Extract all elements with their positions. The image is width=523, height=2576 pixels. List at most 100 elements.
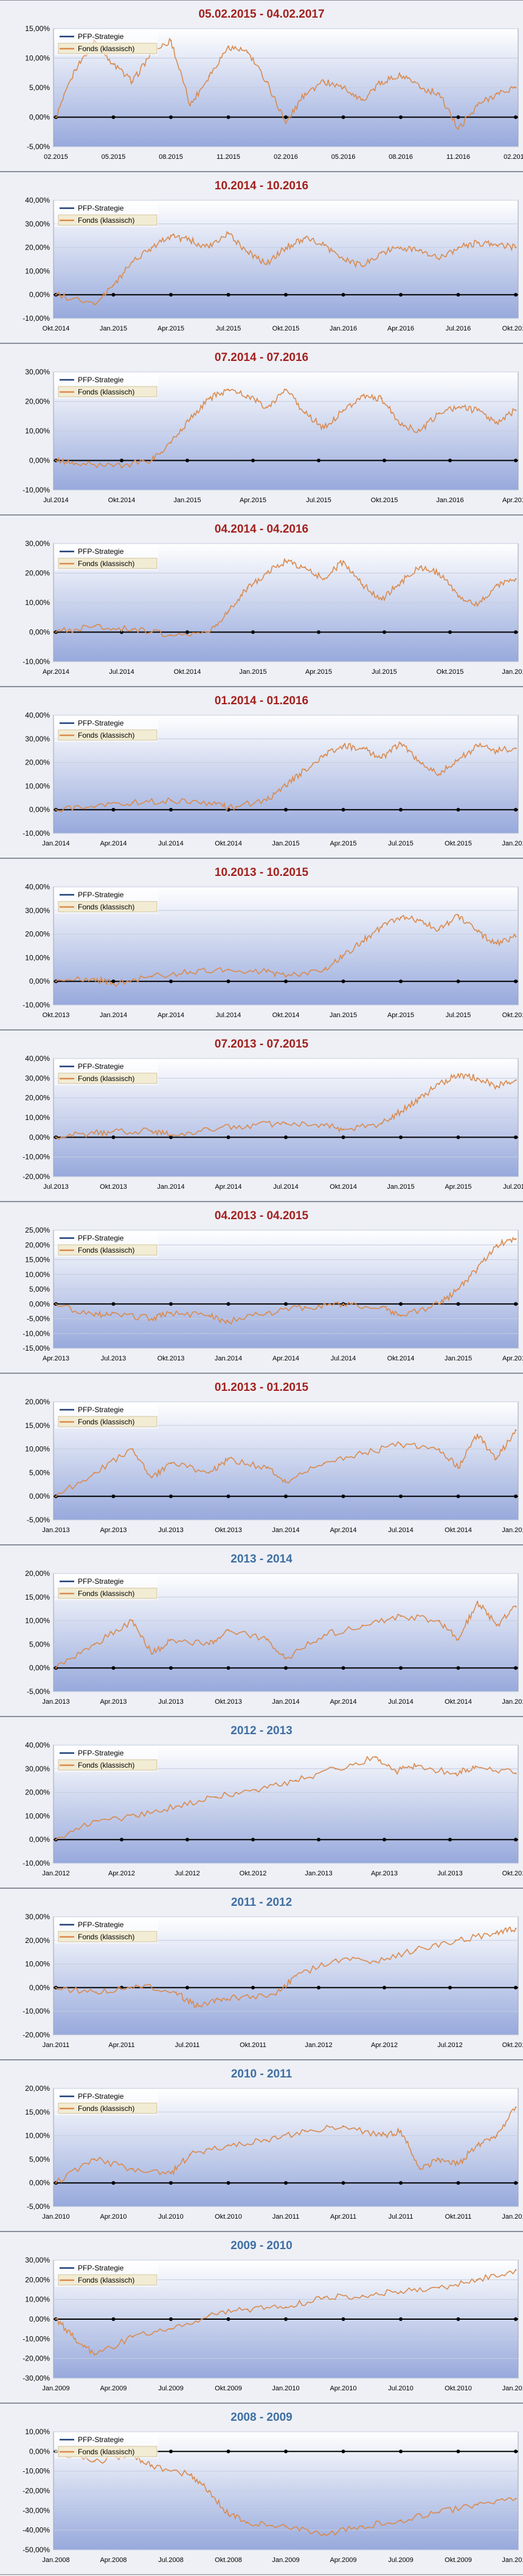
y-tick-label: 30,00%: [25, 368, 50, 376]
data-point: [361, 99, 364, 100]
data-point: [400, 424, 402, 426]
x-tick-label: Jul.2014: [388, 1698, 414, 1706]
zero-axis-marker: [514, 1302, 518, 1306]
y-tick-label: 40,00%: [25, 712, 50, 719]
y-tick-label: 30,00%: [25, 1074, 50, 1082]
x-tick-label: Okt.2013: [215, 1527, 242, 1534]
data-point: [266, 80, 268, 83]
y-tick-label: 30,00%: [25, 906, 50, 915]
legend: PFP-Strategie Fonds (klassisch): [55, 1746, 158, 1772]
x-tick-label: Okt.2013: [100, 1183, 127, 1191]
legend-highlight-fund: [58, 1416, 158, 1427]
data-point: [195, 2006, 197, 2007]
zero-axis-marker: [399, 1302, 403, 1306]
zero-axis-marker: [169, 979, 173, 984]
data-point: [419, 249, 421, 251]
y-tick-label: 5,00%: [29, 83, 50, 92]
y-tick-label: 0,00%: [29, 1983, 50, 1992]
data-point: [342, 1129, 344, 1130]
data-point: [400, 1443, 402, 1446]
x-tick-label: Okt.2012: [240, 1870, 267, 1877]
data-point: [74, 462, 76, 464]
x-tick-label: Jan.2013: [305, 1870, 332, 1877]
zero-axis-marker: [284, 1135, 288, 1139]
x-tick-label: Okt.2009: [215, 2385, 242, 2392]
data-point: [285, 560, 287, 562]
data-point: [131, 1448, 134, 1450]
zero-axis-marker: [185, 630, 189, 634]
zero-axis-marker: [226, 1302, 230, 1306]
zero-axis-marker: [111, 979, 116, 984]
x-tick-label: Jul.2014: [216, 1012, 241, 1019]
data-point: [323, 80, 325, 83]
data-point: [457, 1639, 459, 1641]
chart-title: 07.2014 - 07.2016: [214, 351, 309, 364]
data-point: [496, 1457, 497, 1460]
data-point: [361, 1624, 364, 1626]
data-point: [246, 251, 249, 253]
zero-axis-marker: [456, 2449, 460, 2454]
data-point: [400, 917, 402, 919]
data-point: [395, 1770, 397, 1773]
x-tick-label: Jul.2013: [101, 1355, 126, 1362]
legend-label-strategy: PFP-Strategie: [78, 2092, 124, 2101]
x-tick-label: Jul.2015: [216, 325, 241, 332]
y-tick-label: 0,00%: [29, 1133, 50, 1141]
data-point: [266, 572, 268, 574]
data-point: [285, 1122, 287, 1125]
x-tick-label: Apr.2014: [43, 668, 69, 676]
y-tick-label: 15,00%: [25, 1421, 50, 1430]
data-point: [419, 566, 421, 569]
y-tick-label: -5,00%: [27, 1687, 50, 1696]
zero-axis-marker: [284, 808, 288, 812]
data-point: [334, 1958, 337, 1961]
y-tick-label: 40,00%: [25, 1741, 50, 1749]
data-point: [514, 1079, 517, 1081]
data-point: [400, 75, 402, 77]
y-tick-label: 30,00%: [25, 1913, 50, 1921]
data-point: [189, 418, 191, 420]
x-tick-label: Jan.2014: [42, 840, 69, 847]
legend-label-fund: Fonds (klassisch): [78, 2448, 134, 2456]
legend-label-fund: Fonds (klassisch): [78, 1074, 134, 1083]
x-tick-label: Jul.2012: [437, 2042, 463, 2049]
zero-axis-marker: [226, 979, 230, 984]
data-point: [381, 598, 383, 601]
zero-axis-marker: [514, 808, 518, 812]
chart-title: 2013 - 2014: [230, 1553, 293, 1566]
legend: PFP-Strategie Fonds (klassisch): [55, 716, 158, 742]
x-tick-label: Okt.2014: [445, 1698, 472, 1706]
data-point: [415, 1765, 417, 1768]
data-point: [438, 1620, 440, 1622]
data-point: [514, 1238, 517, 1240]
data-point: [496, 421, 497, 423]
zero-axis-marker: [284, 2317, 288, 2321]
data-point: [285, 1481, 287, 1483]
x-tick-label: Apr.2011: [108, 2042, 134, 2049]
data-point: [113, 1130, 114, 1133]
zero-axis-marker: [169, 1135, 173, 1139]
zero-axis-marker: [341, 2181, 345, 2185]
legend-highlight-fund: [58, 558, 158, 569]
x-tick-label: Apr.2012: [108, 1870, 135, 1877]
data-point: [266, 2139, 268, 2141]
y-tick-label: 40,00%: [25, 197, 50, 205]
y-tick-label: 15,00%: [25, 1593, 50, 1601]
data-point: [457, 1288, 459, 1290]
zero-axis-marker: [341, 1666, 345, 1670]
x-tick-label: Jul.2014: [43, 497, 69, 504]
y-tick-label: 30,00%: [25, 735, 50, 743]
y-tick-label: -10,00%: [23, 1001, 50, 1009]
x-tick-label: Apr.2015: [502, 1355, 523, 1362]
zero-axis-marker: [399, 115, 403, 119]
zero-axis-marker: [514, 979, 518, 984]
legend-label-fund: Fonds (klassisch): [78, 2104, 134, 2113]
data-point: [476, 604, 479, 607]
data-point: [304, 768, 306, 771]
chart-title: 2011 - 2012: [230, 1896, 293, 1909]
x-tick-label: Jan.2015: [173, 497, 201, 504]
x-tick-label: Jul.2013: [437, 1870, 463, 1877]
data-point: [131, 2168, 134, 2170]
y-tick-label: 0,00%: [29, 113, 50, 122]
x-tick-label: Okt.2015: [272, 325, 300, 332]
